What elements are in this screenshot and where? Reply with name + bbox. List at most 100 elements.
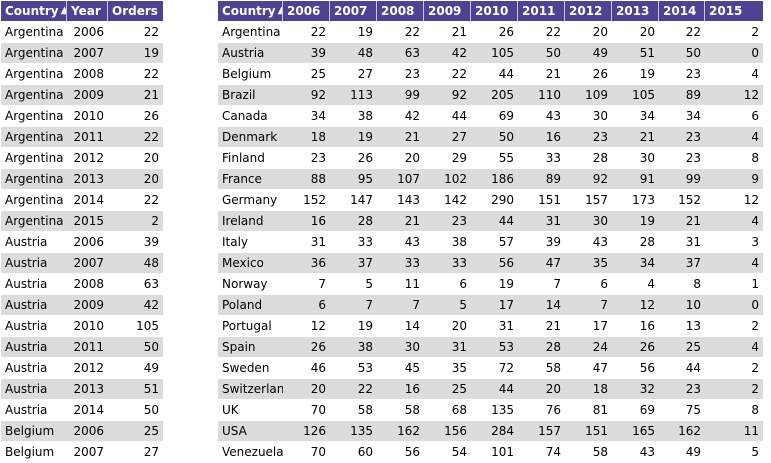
table-row[interactable]: Spain 26 38 30 31 53 28 24 26 25 4	[218, 336, 763, 357]
cell-orders-value: 162	[377, 420, 424, 441]
cell-country: Venezuela	[218, 441, 283, 462]
table-row[interactable]: Argentina 22 19 22 21 26 22 20 20 22 2	[218, 21, 763, 42]
cell-orders-value: 33	[377, 252, 424, 273]
cell-orders-value: 3	[705, 231, 763, 252]
table-row[interactable]: Argentina 2007 19	[1, 42, 163, 63]
column-header-year[interactable]: 2015	[705, 1, 763, 21]
cell-orders-value: 147	[330, 189, 377, 210]
cell-orders-value: 22	[283, 21, 330, 42]
column-header-year[interactable]: 2011	[518, 1, 565, 21]
table-row[interactable]: UK 70 58 58 68 135 76 81 69 75 8	[218, 399, 763, 420]
cell-orders-value: 48	[330, 42, 377, 63]
table-row[interactable]: Venezuela 70 60 56 54 101 74 58 43 49 5	[218, 441, 763, 462]
table-row[interactable]: Mexico 36 37 33 33 56 47 35 34 37 4	[218, 252, 763, 273]
cell-country: Austria	[1, 231, 67, 252]
cell-orders-value: 12	[612, 294, 659, 315]
column-header-year[interactable]: 2014	[659, 1, 705, 21]
column-header-country[interactable]: Country▲	[1, 1, 67, 21]
cell-year: 2013	[67, 168, 108, 189]
column-header-year[interactable]: 2010	[471, 1, 518, 21]
table-row[interactable]: Norway 7 5 11 6 19 7 6 4 8 1	[218, 273, 763, 294]
cell-orders: 22	[108, 189, 163, 210]
cell-orders-value: 92	[565, 168, 612, 189]
table-row[interactable]: Ireland 16 28 21 23 44 31 30 19 21 4	[218, 210, 763, 231]
column-header-country[interactable]: Country▲	[218, 1, 283, 21]
column-header-year[interactable]: 2008	[377, 1, 424, 21]
cell-orders-value: 38	[424, 231, 471, 252]
cell-orders-value: 43	[377, 231, 424, 252]
table-row[interactable]: Argentina 2014 22	[1, 189, 163, 210]
cell-orders-value: 58	[518, 357, 565, 378]
cell-orders-value: 89	[518, 168, 565, 189]
table-row[interactable]: Austria 2011 50	[1, 336, 163, 357]
column-header-year[interactable]: Year	[67, 1, 108, 21]
table-row[interactable]: Finland 23 26 20 29 55 33 28 30 23 8	[218, 147, 763, 168]
column-header-year[interactable]: 2006	[283, 1, 330, 21]
cell-orders-value: 35	[565, 252, 612, 273]
table-row[interactable]: Austria 2006 39	[1, 231, 163, 252]
cell-orders-value: 11	[705, 420, 763, 441]
column-header-year[interactable]: 2012	[565, 1, 612, 21]
cell-orders-value: 30	[565, 105, 612, 126]
cell-country: Belgium	[1, 441, 67, 462]
table-row[interactable]: USA 126 135 162 156 284 157 151 165 162 11	[218, 420, 763, 441]
table-row[interactable]: Argentina 2012 20	[1, 147, 163, 168]
column-header-year[interactable]: 2007	[330, 1, 377, 21]
cell-country: Norway	[218, 273, 283, 294]
table-row[interactable]: Germany 152 147 143 142 290 151 157 173 152 12	[218, 189, 763, 210]
cell-orders-value: 42	[377, 105, 424, 126]
cell-orders-value: 151	[565, 420, 612, 441]
column-header-year[interactable]: 2013	[612, 1, 659, 21]
cell-orders: 22	[108, 126, 163, 147]
table-row[interactable]: Argentina 2009 21	[1, 84, 163, 105]
table-row[interactable]: Austria 2010 105	[1, 315, 163, 336]
table-row[interactable]: France 88 95 107 102 186 89 92 91 99 9	[218, 168, 763, 189]
table-row[interactable]: Canada 34 38 42 44 69 43 30 34 34 6	[218, 105, 763, 126]
table-row[interactable]: Argentina 2010 26	[1, 105, 163, 126]
cell-orders-value: 21	[424, 21, 471, 42]
cell-orders-value: 20	[424, 315, 471, 336]
table-row[interactable]: Austria 2008 63	[1, 273, 163, 294]
table-row[interactable]: Austria 2009 42	[1, 294, 163, 315]
table-row[interactable]: Austria 2012 49	[1, 357, 163, 378]
table-row[interactable]: Argentina 2013 20	[1, 168, 163, 189]
table-row[interactable]: Austria 2013 51	[1, 378, 163, 399]
cell-orders-value: 99	[377, 84, 424, 105]
cell-orders: 25	[108, 420, 163, 441]
table-row[interactable]: Austria 2007 48	[1, 252, 163, 273]
cell-orders-value: 18	[565, 378, 612, 399]
table-row[interactable]: Brazil 92 113 99 92 205 110 109 105 89 12	[218, 84, 763, 105]
table-row[interactable]: Argentina 2006 22	[1, 21, 163, 42]
table-row[interactable]: Argentina 2008 22	[1, 63, 163, 84]
cell-country: Finland	[218, 147, 283, 168]
cell-orders-value: 28	[330, 210, 377, 231]
column-header-orders[interactable]: Orders	[108, 1, 163, 21]
table-row[interactable]: Sweden 46 53 45 35 72 58 47 56 44 2	[218, 357, 763, 378]
table-row[interactable]: Argentina 2015 2	[1, 210, 163, 231]
cell-orders-value: 31	[659, 231, 705, 252]
cell-orders-value: 58	[565, 441, 612, 462]
table-row[interactable]: Poland 6 7 7 5 17 14 7 12 10 0	[218, 294, 763, 315]
cell-orders-value: 20	[565, 21, 612, 42]
table-row[interactable]: Belgium 2006 25	[1, 420, 163, 441]
table-row[interactable]: Belgium 25 27 23 22 44 21 26 19 23 4	[218, 63, 763, 84]
cell-orders-value: 19	[330, 21, 377, 42]
cell-orders-value: 24	[565, 336, 612, 357]
cell-orders-value: 28	[565, 147, 612, 168]
column-header-year[interactable]: 2009	[424, 1, 471, 21]
cell-orders-value: 47	[518, 252, 565, 273]
cell-orders-value: 43	[612, 441, 659, 462]
table-row[interactable]: Austria 39 48 63 42 105 50 49 51 50 0	[218, 42, 763, 63]
table-row[interactable]: Belgium 2007 27	[1, 441, 163, 462]
table-row[interactable]: Austria 2014 50	[1, 399, 163, 420]
table-row[interactable]: Denmark 18 19 21 27 50 16 23 21 23 4	[218, 126, 763, 147]
cell-country: Belgium	[218, 63, 283, 84]
cell-orders-value: 12	[283, 315, 330, 336]
table-row[interactable]: Switzerland2022162544201832232	[218, 378, 763, 399]
cell-orders-value: 6	[565, 273, 612, 294]
cell-orders-value: 50	[659, 42, 705, 63]
table-row[interactable]: Argentina 2011 22	[1, 126, 163, 147]
table-row[interactable]: Portugal 12 19 14 20 31 21 17 16 13 2	[218, 315, 763, 336]
orders-pivot-table: Country▲20062007200820092010201120122013…	[218, 1, 763, 462]
table-row[interactable]: Italy 31 33 43 38 57 39 43 28 31 3	[218, 231, 763, 252]
